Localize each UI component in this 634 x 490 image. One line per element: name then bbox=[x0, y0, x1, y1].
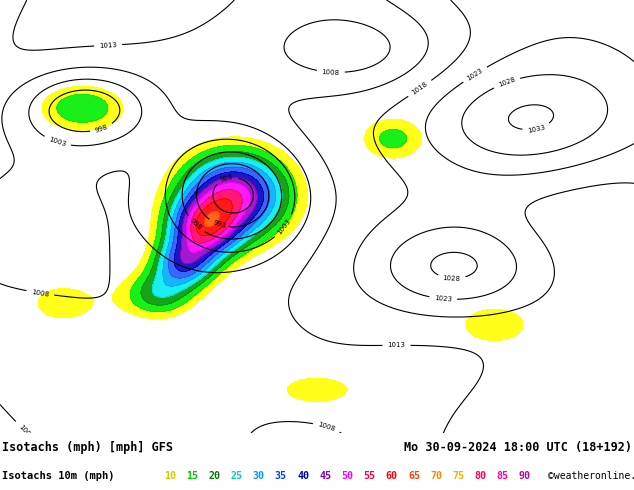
Text: 1033: 1033 bbox=[527, 124, 546, 134]
Text: 1003: 1003 bbox=[48, 137, 67, 148]
Text: 30: 30 bbox=[253, 471, 264, 481]
Text: 993: 993 bbox=[212, 220, 227, 230]
Text: 10: 10 bbox=[164, 471, 176, 481]
Text: Mo 30-09-2024 18:00 UTC (18+192): Mo 30-09-2024 18:00 UTC (18+192) bbox=[404, 441, 632, 454]
Text: 85: 85 bbox=[497, 471, 508, 481]
Text: 998: 998 bbox=[188, 218, 202, 232]
Text: 1018: 1018 bbox=[411, 81, 429, 96]
Text: 1008: 1008 bbox=[321, 69, 340, 75]
Text: 1008: 1008 bbox=[317, 421, 336, 433]
Text: 1003: 1003 bbox=[276, 218, 292, 236]
Text: 55: 55 bbox=[364, 471, 375, 481]
Text: 75: 75 bbox=[453, 471, 464, 481]
Text: 988: 988 bbox=[219, 173, 234, 183]
Text: 1008: 1008 bbox=[17, 423, 34, 441]
Text: 90: 90 bbox=[519, 471, 531, 481]
Text: 20: 20 bbox=[209, 471, 220, 481]
Text: 1013: 1013 bbox=[99, 42, 117, 49]
Text: 1008: 1008 bbox=[31, 289, 49, 297]
Text: 45: 45 bbox=[320, 471, 331, 481]
Text: 65: 65 bbox=[408, 471, 420, 481]
Text: 1028: 1028 bbox=[443, 275, 461, 282]
Text: 35: 35 bbox=[275, 471, 287, 481]
Text: Isotachs (mph) [mph] GFS: Isotachs (mph) [mph] GFS bbox=[2, 441, 173, 454]
Text: 15: 15 bbox=[186, 471, 198, 481]
Text: 1028: 1028 bbox=[497, 76, 516, 88]
Text: 998: 998 bbox=[94, 123, 109, 134]
Text: 1013: 1013 bbox=[387, 343, 406, 348]
Text: 40: 40 bbox=[297, 471, 309, 481]
Text: ©weatheronline.co.uk: ©weatheronline.co.uk bbox=[548, 471, 634, 481]
Text: 80: 80 bbox=[475, 471, 486, 481]
Text: Isotachs 10m (mph): Isotachs 10m (mph) bbox=[2, 471, 114, 481]
Text: 50: 50 bbox=[342, 471, 353, 481]
Text: 25: 25 bbox=[231, 471, 242, 481]
Text: 1023: 1023 bbox=[434, 295, 452, 302]
Text: 1023: 1023 bbox=[466, 67, 484, 82]
Text: 60: 60 bbox=[386, 471, 398, 481]
Text: 70: 70 bbox=[430, 471, 442, 481]
